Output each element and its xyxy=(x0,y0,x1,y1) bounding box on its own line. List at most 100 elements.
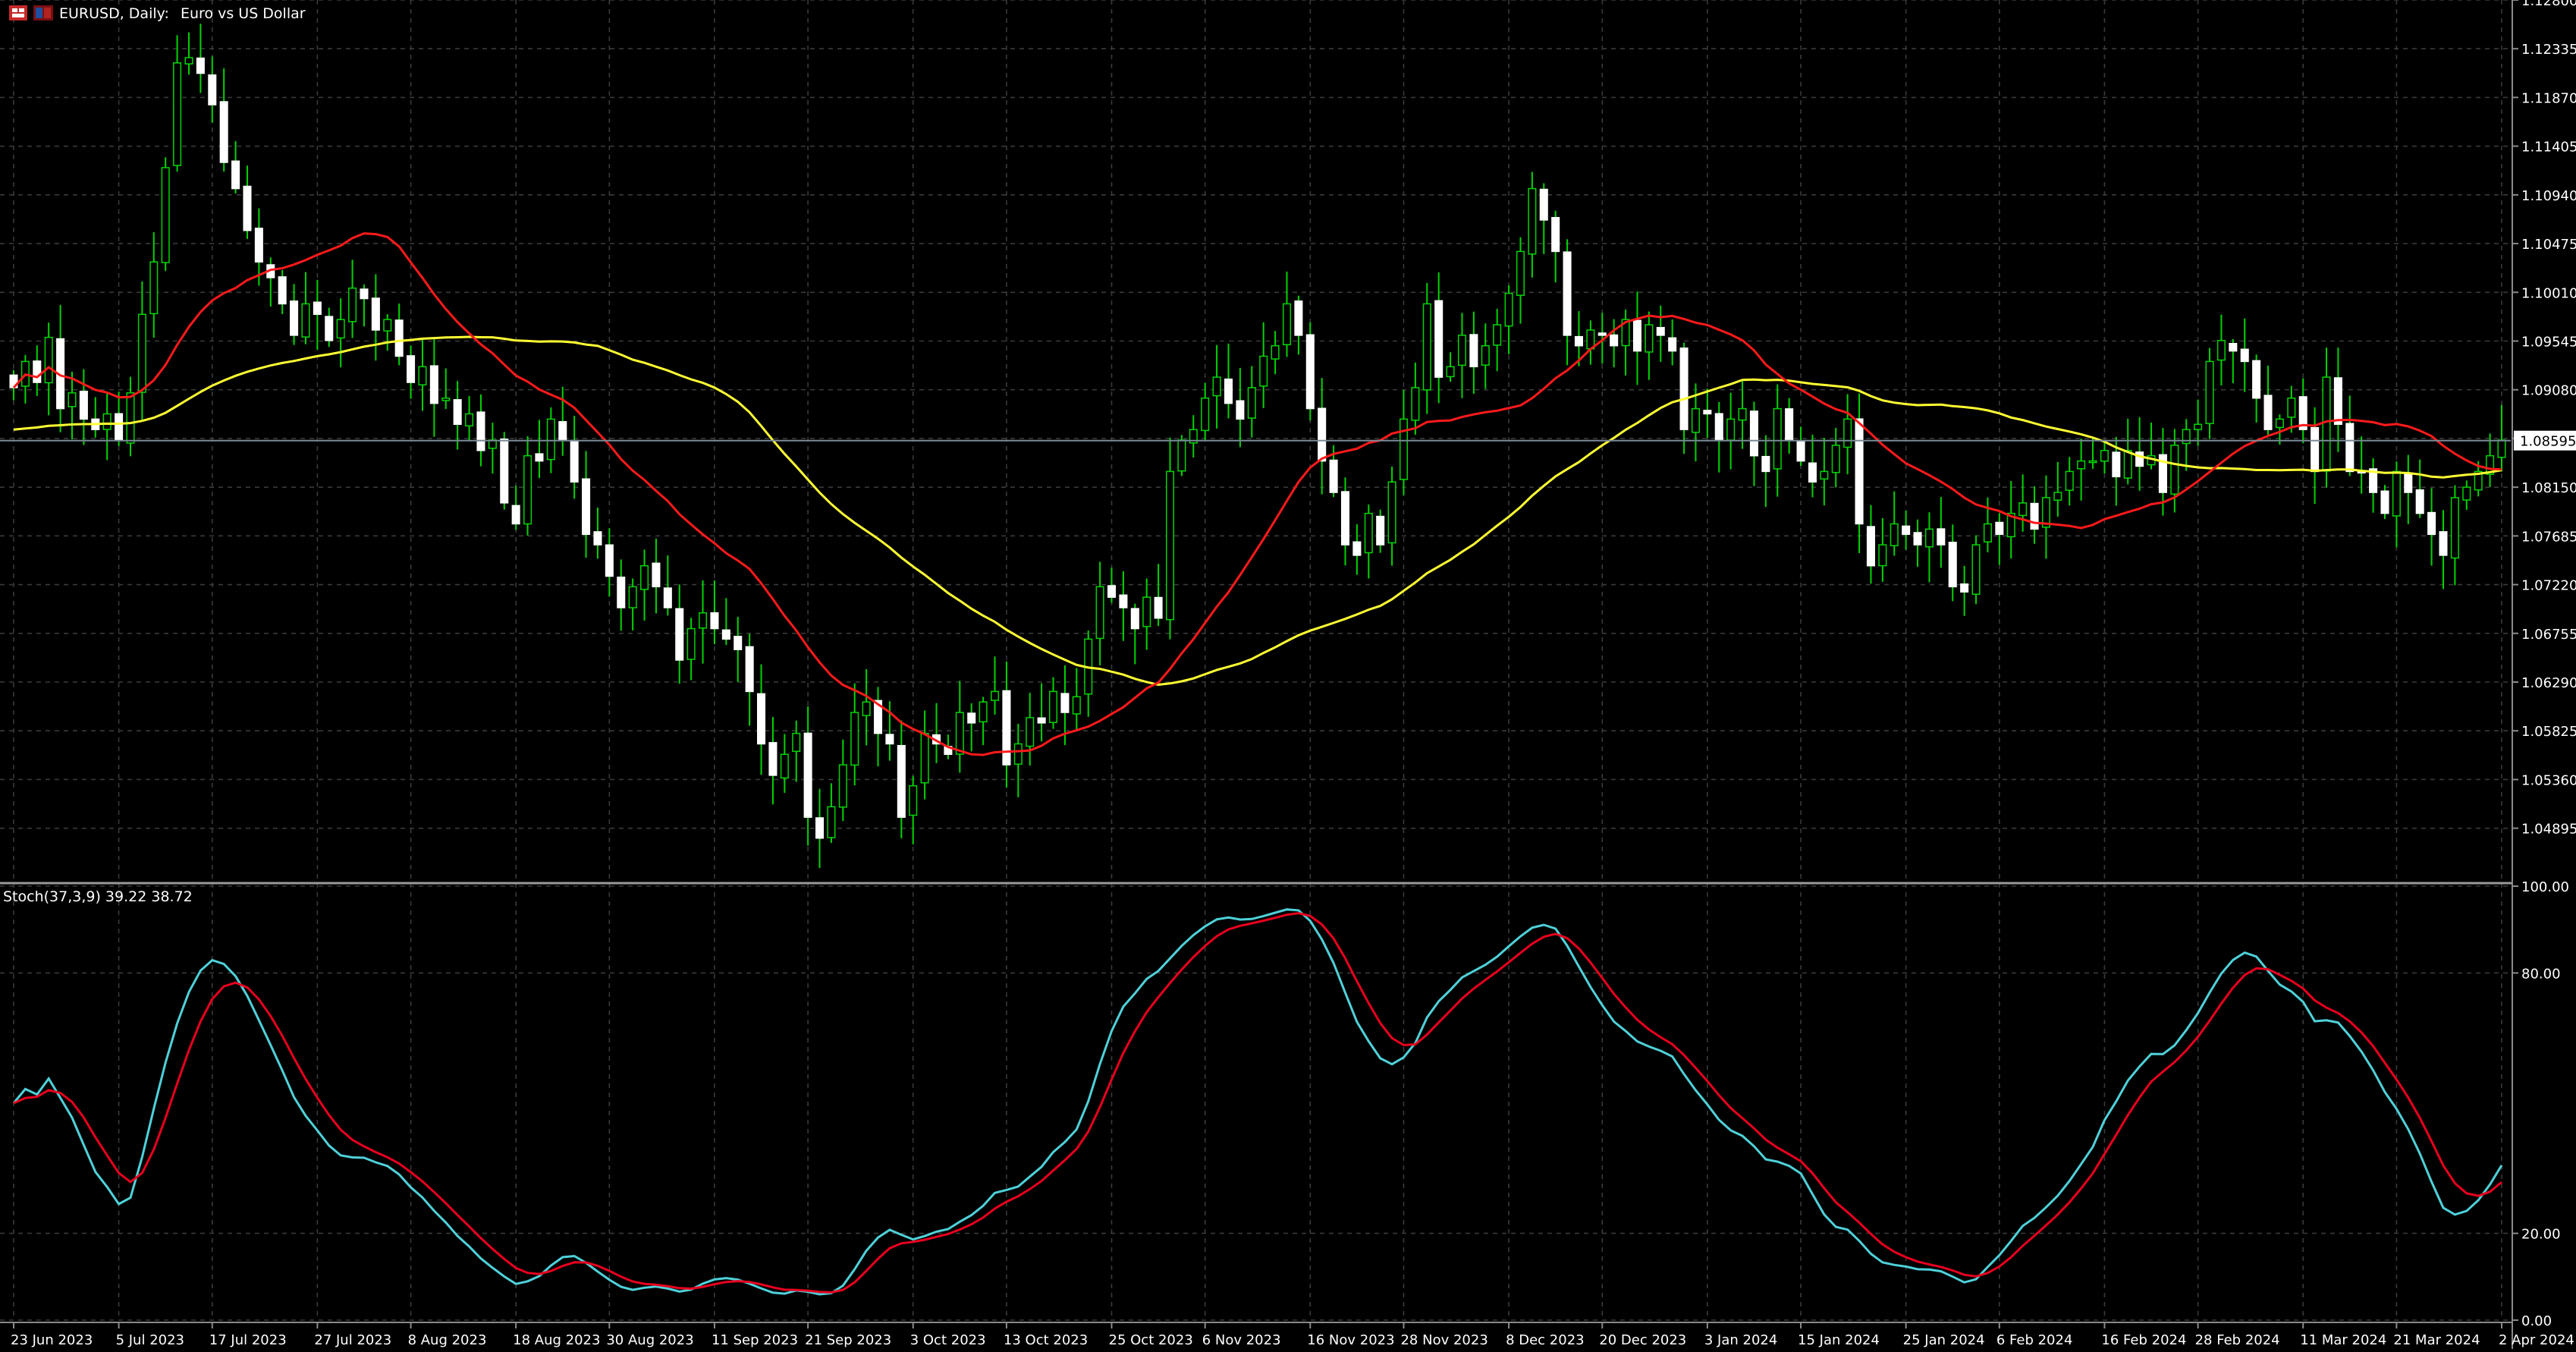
candle-body xyxy=(1457,335,1467,366)
candle-body xyxy=(1749,410,1758,457)
candle-body xyxy=(1937,528,1946,546)
time-tick-label: 25 Oct 2023 xyxy=(1109,1332,1193,1348)
candle-body xyxy=(2450,497,2459,559)
price-tick-label: 1.07220 xyxy=(2521,578,2576,594)
candle-body xyxy=(955,712,964,755)
candle-body xyxy=(1130,608,1139,630)
candle-body xyxy=(1387,481,1396,544)
candle-body xyxy=(1013,743,1023,765)
time-tick-label: 28 Feb 2024 xyxy=(2195,1332,2280,1348)
price-tick-label: 1.06755 xyxy=(2521,627,2576,643)
candle-body xyxy=(1878,544,1887,567)
current-price-label: 1.08595 xyxy=(2520,434,2576,450)
time-tick-label: 8 Dec 2023 xyxy=(1506,1332,1585,1348)
candle-body xyxy=(1924,528,1934,548)
candle-body xyxy=(1597,332,1607,336)
candle-body xyxy=(2369,468,2378,493)
candle-body xyxy=(2474,470,2483,491)
candle-body xyxy=(1796,441,1805,462)
candle-body xyxy=(1271,344,1280,360)
candle-body xyxy=(2380,490,2389,514)
candle-body xyxy=(2333,377,2342,426)
moving-average-fast-line xyxy=(12,232,2502,756)
candle-body xyxy=(1691,407,1700,433)
time-tick-label: 16 Feb 2024 xyxy=(2101,1332,2186,1348)
candle-body xyxy=(1224,378,1233,404)
candle-body xyxy=(523,454,532,525)
candle-body xyxy=(1154,596,1163,619)
candle-body xyxy=(721,629,730,640)
candle-body xyxy=(2263,395,2273,430)
candle-body xyxy=(979,701,988,723)
price-panel xyxy=(0,24,2511,869)
candle-body xyxy=(1060,693,1070,713)
candle-body xyxy=(383,319,392,332)
price-tick-label: 1.11405 xyxy=(2521,140,2576,156)
candle-body xyxy=(628,586,637,608)
time-tick-label: 6 Nov 2023 xyxy=(1202,1332,1281,1348)
candle-body xyxy=(2041,497,2050,528)
candle-body xyxy=(1679,347,1689,430)
candle-body xyxy=(1855,418,1864,525)
candle-body xyxy=(1469,334,1478,368)
candle-body xyxy=(1995,521,2004,536)
candle-body xyxy=(570,439,579,483)
candle-body xyxy=(394,319,404,357)
stoch-tick-label: 0.00 xyxy=(2521,1313,2552,1329)
candle-body xyxy=(511,505,520,525)
candle-body xyxy=(757,693,766,745)
candle-body xyxy=(1808,462,1817,483)
candle-body xyxy=(137,313,146,393)
candle-body xyxy=(780,753,789,779)
candle-body xyxy=(208,74,217,105)
candle-body xyxy=(652,562,661,588)
candle-body xyxy=(593,531,602,546)
time-tick-label: 11 Mar 2024 xyxy=(2300,1332,2386,1348)
candle-body xyxy=(325,316,334,341)
price-tick-label: 1.05825 xyxy=(2521,724,2576,740)
price-tick-label: 1.10475 xyxy=(2521,237,2576,253)
time-tick-label: 3 Jan 2024 xyxy=(1704,1332,1777,1348)
moving-average-slow-line xyxy=(13,335,2502,687)
candle-body xyxy=(1668,337,1677,352)
candle-body xyxy=(1340,491,1350,546)
candle-body xyxy=(2018,502,2028,517)
candle-body xyxy=(1539,188,1548,221)
candle-body xyxy=(1656,326,1665,336)
candle-body xyxy=(2497,439,2506,458)
candle-body xyxy=(1376,515,1385,546)
chart-title: EURUSD, Daily: xyxy=(59,5,169,22)
candle-body xyxy=(640,564,649,590)
candle-body xyxy=(815,817,825,839)
candle-body xyxy=(115,413,124,441)
candle-body xyxy=(1189,429,1198,444)
price-tick-label: 1.05360 xyxy=(2521,772,2576,788)
candle-body xyxy=(1434,300,1444,378)
candle-body xyxy=(2123,450,2132,479)
candle-body xyxy=(1095,586,1104,640)
chart-menu-icon[interactable] xyxy=(9,5,27,20)
price-tick-label: 1.06290 xyxy=(2521,675,2576,691)
candle-body xyxy=(33,360,42,383)
candle-body xyxy=(1411,387,1420,421)
candle-body xyxy=(1785,408,1794,441)
candle-body xyxy=(173,62,182,166)
candle-body xyxy=(2205,360,2214,425)
candle-body xyxy=(2240,348,2249,363)
candle-body xyxy=(1318,407,1327,462)
stoch-tick-label: 100.00 xyxy=(2521,879,2569,895)
candle-body xyxy=(1761,455,1770,473)
candle-body xyxy=(920,732,929,784)
candle-body xyxy=(1364,512,1373,554)
stochastic-panel xyxy=(12,908,2503,1296)
candle-body xyxy=(301,303,310,338)
candle-body xyxy=(1714,413,1723,441)
candle-body xyxy=(1504,292,1513,327)
candle-body xyxy=(2112,451,2121,478)
candle-body xyxy=(897,744,906,818)
candle-body xyxy=(1446,366,1455,378)
candle-body xyxy=(1201,398,1210,432)
candle-body xyxy=(2216,340,2226,361)
